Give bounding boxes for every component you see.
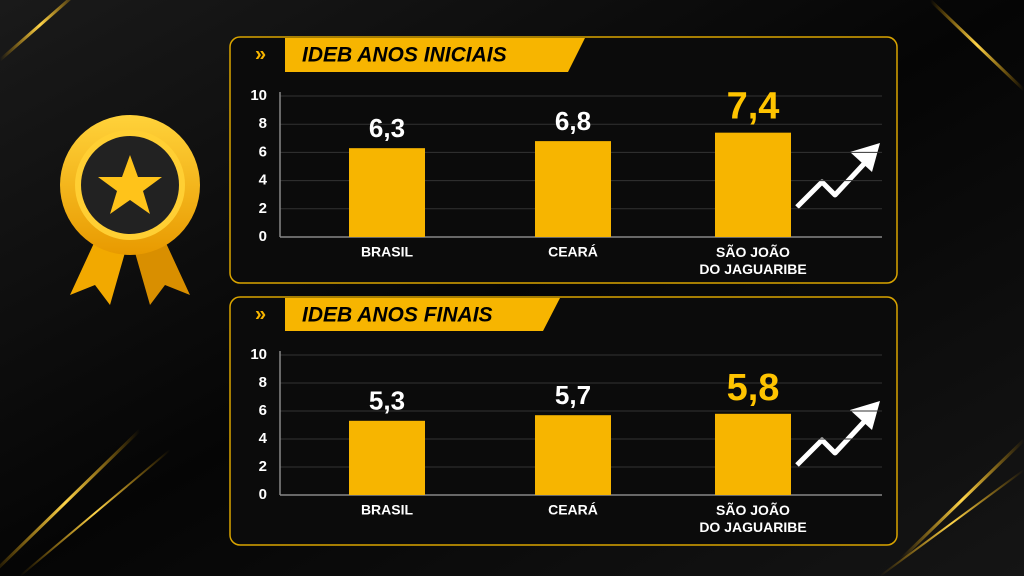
bar xyxy=(715,413,791,495)
y-tick-label: 0 xyxy=(259,228,267,245)
y-tick-label: 6 xyxy=(259,402,267,419)
svg-text:»: » xyxy=(255,43,266,65)
bar xyxy=(535,141,611,237)
x-tick-label: CEARÁ xyxy=(548,502,598,518)
bar xyxy=(715,132,791,237)
value-label: 5,3 xyxy=(369,386,405,416)
y-tick-label: 8 xyxy=(259,115,267,132)
value-label: 7,4 xyxy=(727,86,780,128)
title-tabs: » » xyxy=(255,38,585,331)
y-tick-label: 10 xyxy=(250,346,267,363)
value-label: 5,8 xyxy=(727,367,780,409)
y-tick-label: 2 xyxy=(259,458,267,475)
x-tick-label: CEARÁ xyxy=(548,244,598,260)
y-tick-label: 10 xyxy=(250,87,267,104)
bar xyxy=(535,415,611,495)
trend-arrows xyxy=(795,143,880,467)
value-label: 6,3 xyxy=(369,113,405,143)
y-tick-label: 8 xyxy=(259,374,267,391)
value-label: 5,7 xyxy=(555,380,591,410)
chart-title: IDEB ANOS FINAIS xyxy=(302,304,493,327)
y-tick-label: 2 xyxy=(259,200,267,217)
svg-text:»: » xyxy=(255,303,266,325)
bar xyxy=(349,420,425,495)
chart-title: IDEB ANOS INICIAIS xyxy=(302,44,507,67)
y-tick-label: 4 xyxy=(259,430,268,447)
x-tick-label: BRASIL xyxy=(361,244,414,260)
medal-icon xyxy=(60,115,200,305)
y-tick-label: 6 xyxy=(259,143,267,160)
y-tick-label: 4 xyxy=(259,172,268,189)
x-tick-label: SÃO JOÃO DO JAGUARIBE xyxy=(699,243,806,277)
value-label: 6,8 xyxy=(555,106,591,136)
y-tick-label: 0 xyxy=(259,486,267,503)
x-tick-label: BRASIL xyxy=(361,502,414,518)
x-tick-label: SÃO JOÃO DO JAGUARIBE xyxy=(699,501,806,535)
bar xyxy=(349,148,425,237)
